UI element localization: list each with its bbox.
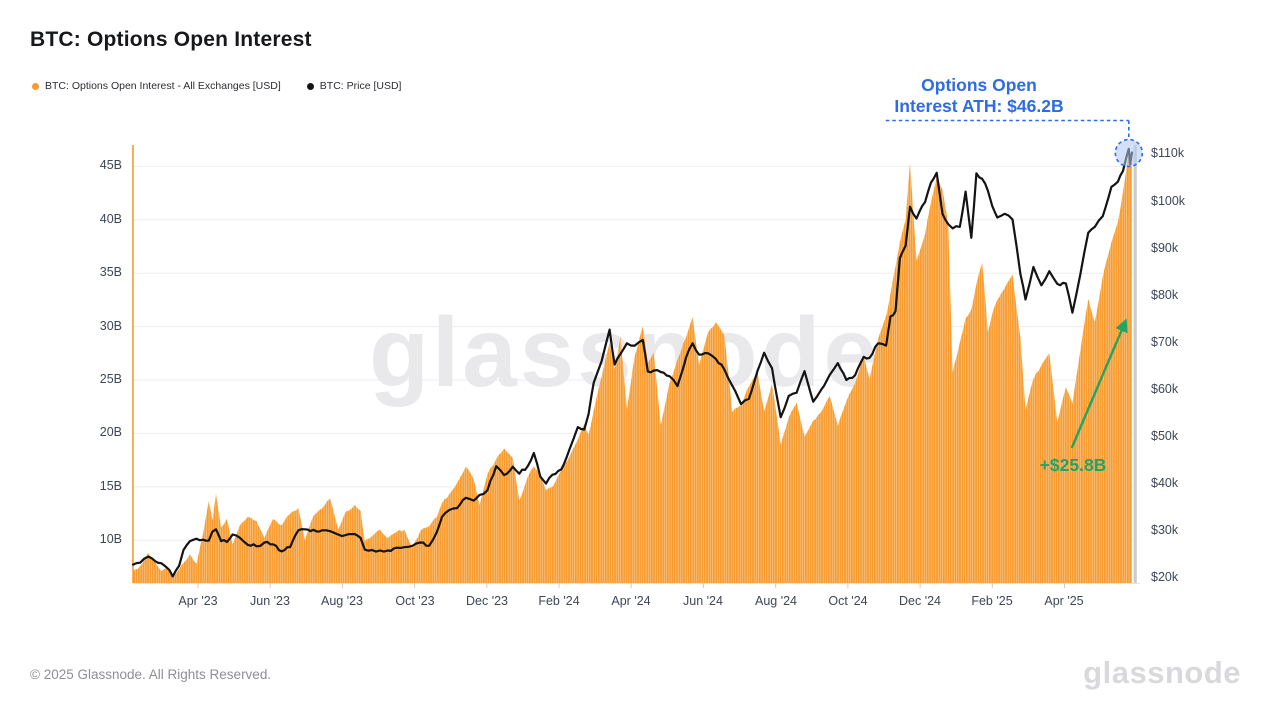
x-axis-tick-label: Feb '25 [971,594,1013,608]
x-axis-tick-label: Aug '24 [754,594,797,608]
right-axis-tick-label: $60k [1151,382,1179,396]
open-interest-series [133,153,1132,583]
glassnode-logo: glassnode [1083,655,1241,690]
page-title: BTC: Options Open Interest [30,28,312,51]
ath-annotation-line2: Interest ATH: $46.2B [894,96,1064,116]
x-axis-tick-label: Jun '23 [250,594,290,608]
right-axis-tick-label: $30k [1151,523,1179,537]
delta-arrow-icon [1070,318,1128,449]
x-axis-tick-label: Feb '24 [538,594,580,608]
ath-annotation: Options Open Interest ATH: $46.2B [846,75,1112,117]
x-axis-tick-label: Dec '23 [466,594,508,608]
x-axis-tick-label: Aug '23 [320,594,363,608]
ath-annotation-line1: Options Open [921,75,1037,95]
ath-connector-line [885,119,1130,140]
right-axis-tick-label: $80k [1151,288,1179,302]
left-axis-tick-label: 10B [99,532,122,546]
legend-label-open-interest: BTC: Options Open Interest - All Exchang… [45,80,281,92]
right-axis-tick-label: $100k [1151,194,1186,208]
left-axis-tick-label: 25B [99,372,122,386]
right-axis-tick-label: $20k [1151,570,1179,584]
ath-highlight-circle [1114,138,1144,168]
legend-label-price: BTC: Price [USD] [319,80,402,92]
open-interest-dot-icon [32,82,39,90]
x-axis-tick-label: Apr '25 [1044,594,1084,608]
legend-item-open-interest: BTC: Options Open Interest - All Exchang… [32,80,281,92]
price-series [131,147,1134,578]
delta-annotation: +$25.8B [1039,455,1107,475]
x-axis-tick-label: Apr '23 [178,594,218,608]
footer-copyright: © 2025 Glassnode. All Rights Reserved. [30,667,272,682]
right-axis-tick-label: $50k [1151,429,1179,443]
left-axis-tick-label: 20B [99,425,122,439]
left-axis-tick-label: 15B [99,479,122,493]
left-axis-tick-label: 35B [99,265,122,279]
x-axis-tick-label: Oct '23 [395,594,435,608]
legend-item-price: BTC: Price [USD] [306,80,402,92]
right-axis-tick-label: $90k [1151,241,1179,255]
x-axis-tick-label: Apr '24 [611,594,651,608]
right-axis-tick-label: $40k [1151,476,1179,490]
left-axis-tick-label: 30B [99,319,122,333]
chart-legend: BTC: Options Open Interest - All Exchang… [32,80,401,92]
right-axis-tick-label: $110k [1151,146,1185,160]
x-axis-tick-label: Oct '24 [828,594,868,608]
x-axis-tick-label: Dec '24 [899,594,941,608]
left-axis-tick-label: 40B [99,212,122,226]
left-axis-tick-label: 45B [99,158,122,172]
x-axis-tick-label: Jun '24 [683,594,723,608]
right-axis-tick-label: $70k [1151,335,1179,349]
price-dot-icon [306,82,314,90]
